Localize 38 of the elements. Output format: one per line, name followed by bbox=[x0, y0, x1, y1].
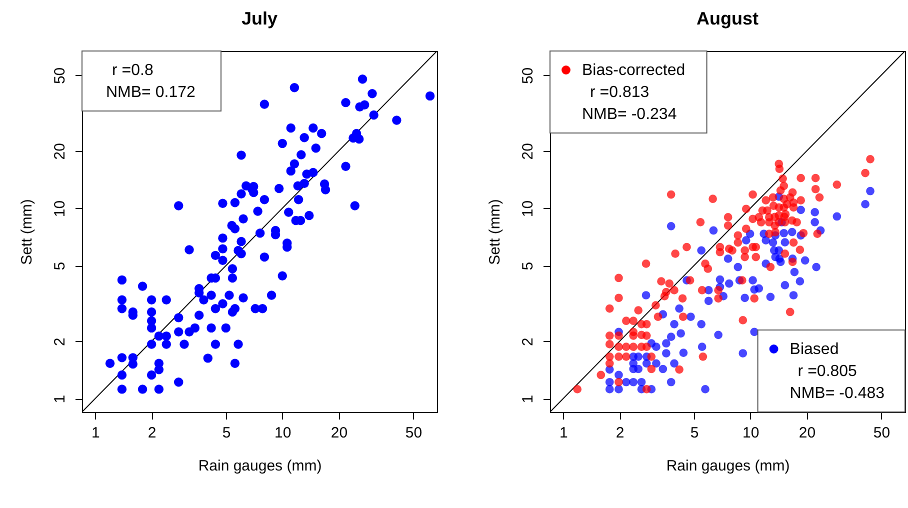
annotation: NMB= -0.234 bbox=[582, 106, 677, 123]
annotation: r =0.805 bbox=[798, 363, 858, 380]
x-tick-label: 1 bbox=[92, 424, 100, 442]
x-tick-label: 5 bbox=[690, 424, 699, 442]
x-tick-label: 20 bbox=[798, 424, 816, 442]
y-axis-title: Sett (mm) bbox=[486, 199, 504, 265]
legend-label: Biased bbox=[790, 341, 839, 358]
x-tick-label: 50 bbox=[873, 424, 890, 442]
annotation: r =0.8 bbox=[112, 62, 154, 79]
y-tick-label: 10 bbox=[520, 200, 536, 218]
y-tick-label: 5 bbox=[520, 262, 536, 270]
x-tick-label: 2 bbox=[148, 424, 156, 442]
chart-title: July bbox=[241, 8, 278, 28]
y-tick-label: 10 bbox=[52, 200, 68, 218]
y-tick-label: 1 bbox=[520, 394, 536, 404]
x-tick-label: 2 bbox=[616, 424, 624, 442]
x-tick-label: 1 bbox=[560, 424, 568, 442]
x-tick-label: 10 bbox=[742, 424, 760, 442]
annotation: r =0.813 bbox=[590, 84, 650, 101]
x-tick-label: 50 bbox=[405, 424, 422, 442]
y-tick-label: 50 bbox=[520, 67, 536, 84]
y-tick-label: 20 bbox=[520, 143, 536, 160]
y-tick-label: 2 bbox=[52, 338, 68, 346]
y-tick-label: 50 bbox=[52, 67, 68, 84]
x-axis-title: Rain gauges (mm) bbox=[198, 458, 322, 474]
x-axis-title: Rain gauges (mm) bbox=[666, 458, 790, 474]
y-tick-label: 20 bbox=[52, 143, 68, 160]
legend-label: Bias-corrected bbox=[582, 62, 686, 79]
y-tick-label: 5 bbox=[52, 262, 68, 270]
y-tick-label: 2 bbox=[520, 338, 536, 346]
annotation: NMB= -0.483 bbox=[790, 385, 885, 402]
x-tick-label: 5 bbox=[222, 424, 231, 442]
y-tick-label: 1 bbox=[52, 394, 68, 404]
chart-title: August bbox=[696, 8, 758, 28]
annotation: NMB= 0.172 bbox=[106, 84, 196, 101]
x-tick-label: 20 bbox=[330, 424, 348, 442]
x-tick-label: 10 bbox=[274, 424, 292, 442]
y-axis-title: Sett (mm) bbox=[18, 199, 36, 265]
